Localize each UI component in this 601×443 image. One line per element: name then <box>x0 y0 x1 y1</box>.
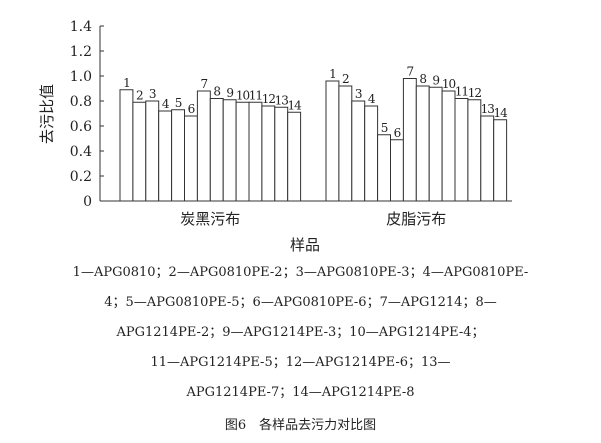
bar <box>222 99 237 202</box>
bar <box>480 115 495 202</box>
bar-label: 12 <box>262 92 276 106</box>
bar <box>364 105 379 202</box>
bar <box>351 100 366 202</box>
bar <box>274 106 289 202</box>
bar-label: 14 <box>494 106 509 120</box>
x-axis-label: 样品 <box>290 236 320 254</box>
bar-label: 11 <box>455 85 468 99</box>
bar-label: 14 <box>288 98 303 112</box>
y-tick-label: 0 <box>83 194 92 210</box>
y-tick-label: 1.4 <box>70 19 92 35</box>
bar-label: 11 <box>249 88 262 102</box>
bar <box>119 89 134 202</box>
bar-label: 6 <box>188 102 195 116</box>
bar <box>132 101 147 202</box>
bar-label: 7 <box>201 77 208 91</box>
bar <box>196 90 211 202</box>
bar-chart: 00.20.40.60.81.01.21.412 34 5 678 9 10 11 12 13 1… <box>38 19 512 254</box>
y-tick-label: 1.2 <box>70 44 92 60</box>
bar <box>428 86 443 202</box>
bar-label: 10 <box>442 77 456 91</box>
bar-label: 8 <box>419 72 426 86</box>
figure-caption: 图6 各样品去污力对比图 <box>224 418 377 433</box>
bar <box>261 105 276 202</box>
bar-label: 3 <box>355 87 362 101</box>
bar-label: 7 <box>407 65 414 79</box>
bar-label: 12 <box>468 86 482 100</box>
bar <box>171 109 186 202</box>
legend-line: APG1214PE-7；14—APG1214PE-8 <box>186 385 415 400</box>
bar <box>235 101 250 202</box>
bar-label: 2 <box>136 88 143 102</box>
bar-label: 4 <box>162 97 170 111</box>
bar <box>467 99 482 202</box>
bar <box>454 98 469 202</box>
bar-label: 2 <box>342 72 349 86</box>
y-tick-label: 1.0 <box>70 69 92 85</box>
bar-label: 10 <box>236 88 250 102</box>
bar <box>415 85 430 202</box>
bar-label: 8 <box>213 85 220 99</box>
y-tick-label: 0.8 <box>70 94 92 110</box>
bar-label: 1 <box>329 67 336 81</box>
category-label: 皮脂污布 <box>386 210 446 228</box>
bar <box>493 119 508 202</box>
legend-line: 11—APG1214PE-5；12—APG1214PE-6；13— <box>150 355 451 370</box>
bar <box>158 110 173 202</box>
legend: 1—APG0810；2—APG0810PE-2；3—APG0810PE-3；4—… <box>0 263 601 403</box>
y-axis-label: 去污比值 <box>38 84 56 144</box>
bar-label: 9 <box>432 73 439 87</box>
bar <box>325 80 340 202</box>
legend-line: 1—APG0810；2—APG0810PE-2；3—APG0810PE-3；4—… <box>72 265 529 280</box>
bar <box>145 100 160 202</box>
bar <box>184 115 198 202</box>
legend-line: 4；5—APG0810PE-5；6—APG0810PE-6；7—APG1214；… <box>104 295 497 310</box>
bar <box>338 85 353 202</box>
y-tick-label: 0.2 <box>70 169 92 185</box>
bar-label: 9 <box>226 86 233 100</box>
bar-label: 4 <box>368 92 376 106</box>
bar-label: 3 <box>149 87 156 101</box>
bar <box>377 134 392 202</box>
bar <box>209 98 224 202</box>
bar <box>287 111 302 202</box>
y-tick-label: 0.6 <box>70 119 92 135</box>
category-label: 炭黑污布 <box>180 210 240 228</box>
bar-label: 5 <box>381 121 388 135</box>
bar-label: 5 <box>175 96 182 110</box>
bar-label: 1 <box>123 76 130 90</box>
bar <box>441 90 456 202</box>
bar-label: 13 <box>481 102 495 116</box>
legend-line: APG1214PE-2；9—APG1214PE-3；10—APG1214PE-4… <box>116 325 485 340</box>
bar <box>248 101 263 202</box>
y-tick-label: 0.4 <box>70 144 92 160</box>
bar-label: 6 <box>394 126 401 140</box>
bar-label: 13 <box>275 93 289 107</box>
bar <box>390 139 404 202</box>
bar <box>402 78 417 202</box>
